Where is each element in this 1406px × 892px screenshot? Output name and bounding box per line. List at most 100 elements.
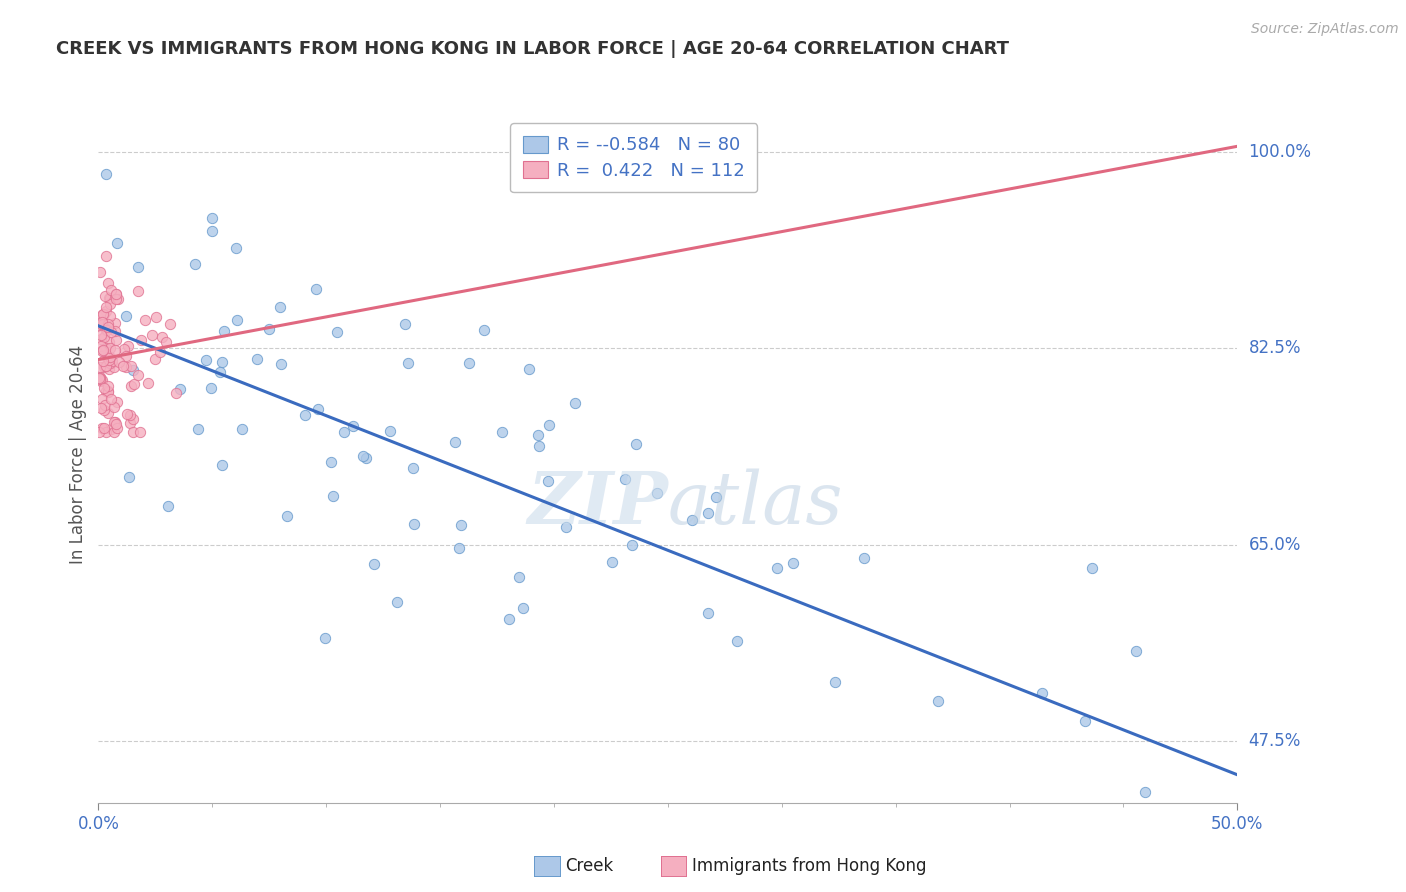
Point [294, 409, 316, 423]
Point [555, 520, 578, 534]
Point [120, 379, 142, 393]
Point [402, 461, 425, 475]
Point [90, 421, 112, 435]
Point [105, 421, 128, 435]
Point [526, 427, 548, 442]
Point [276, 508, 298, 523]
Point [394, 317, 416, 331]
Point [93, 318, 115, 333]
Point [91, 343, 114, 357]
Point [114, 309, 136, 323]
Point [143, 352, 166, 367]
Point [97, 317, 120, 331]
Point [100, 291, 122, 305]
Point [457, 356, 479, 370]
Point [93, 381, 115, 395]
Point [107, 355, 129, 369]
Point [782, 556, 804, 570]
Point [103, 415, 125, 429]
Point [209, 365, 232, 379]
Point [117, 339, 139, 353]
Point [87, 318, 110, 333]
Point [444, 434, 467, 449]
Point [97, 319, 120, 334]
Point [89, 372, 111, 386]
Point [449, 541, 471, 555]
Point [89, 265, 111, 279]
Point [517, 361, 540, 376]
Point [927, 694, 949, 708]
Text: Creek: Creek [565, 857, 613, 875]
Point [94, 289, 117, 303]
Point [94, 341, 117, 355]
Point [201, 224, 224, 238]
Legend: R = --0.584   N = 80, R =  0.422   N = 112: R = --0.584 N = 80, R = 0.422 N = 112 [510, 123, 758, 193]
Point [104, 417, 127, 432]
Point [104, 292, 127, 306]
Point [342, 418, 364, 433]
Point [853, 550, 876, 565]
Point [91, 343, 114, 358]
Point [105, 395, 128, 409]
Point [150, 330, 173, 344]
Point [134, 313, 156, 327]
Point [624, 437, 647, 451]
Point [93, 359, 115, 374]
Point [225, 241, 247, 255]
Point [1133, 784, 1156, 798]
Point [333, 425, 356, 440]
Point [101, 354, 124, 368]
Text: CREEK VS IMMIGRANTS FROM HONG KONG IN LABOR FORCE | AGE 20-64 CORRELATION CHART: CREEK VS IMMIGRANTS FROM HONG KONG IN LA… [56, 40, 1010, 58]
Point [97, 335, 120, 350]
Point [352, 449, 374, 463]
Point [112, 342, 135, 356]
Point [121, 425, 143, 440]
Point [104, 324, 127, 338]
Point [90, 392, 112, 406]
Point [696, 606, 718, 620]
Point [159, 318, 181, 332]
Point [314, 632, 336, 646]
Point [100, 392, 122, 406]
Point [169, 382, 191, 396]
Point [322, 489, 344, 503]
Point [564, 396, 586, 410]
Point [100, 283, 122, 297]
Point [122, 412, 145, 426]
Point [97, 362, 120, 376]
Point [90, 401, 112, 416]
Point [498, 612, 520, 626]
Point [104, 343, 127, 358]
Point [149, 344, 172, 359]
Point [105, 235, 128, 250]
Point [537, 474, 560, 488]
Point [212, 324, 235, 338]
Point [100, 325, 122, 339]
Point [91, 307, 114, 321]
Point [91, 373, 114, 387]
Point [90, 344, 112, 359]
Point [269, 300, 291, 314]
Point [211, 354, 233, 368]
Point [89, 425, 111, 440]
Point [122, 363, 145, 377]
Point [103, 425, 125, 440]
Point [91, 353, 114, 368]
Text: 100.0%: 100.0% [1249, 143, 1312, 161]
Point [127, 284, 149, 298]
Point [120, 359, 142, 374]
Y-axis label: In Labor Force | Age 20-64: In Labor Force | Age 20-64 [69, 345, 87, 565]
Point [725, 634, 748, 648]
Point [824, 674, 846, 689]
Point [96, 350, 118, 364]
Point [145, 310, 167, 324]
Point [94, 249, 117, 263]
Text: 47.5%: 47.5% [1249, 732, 1301, 750]
Point [231, 422, 253, 436]
Point [89, 371, 111, 385]
Point [326, 325, 349, 339]
Point [211, 458, 233, 473]
Point [96, 359, 118, 374]
Point [97, 378, 120, 392]
Point [104, 333, 127, 347]
